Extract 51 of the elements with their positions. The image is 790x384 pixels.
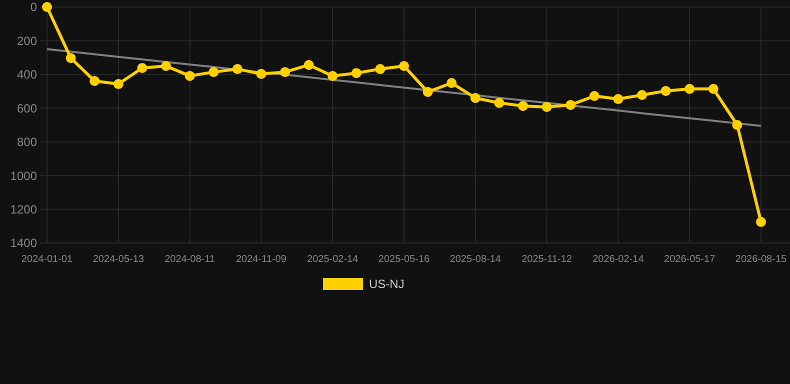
point (328, 70, 338, 81)
point (90, 76, 100, 86)
legend-label: US-NJ (369, 277, 404, 292)
point (256, 68, 266, 79)
y-tick-label: 400 (16, 68, 38, 82)
point (494, 98, 504, 108)
point (399, 61, 409, 71)
point (280, 67, 290, 78)
point (470, 93, 480, 104)
y-tick-label: 200 (16, 34, 38, 48)
y-tick-label: 1200 (10, 202, 38, 216)
x-tick-label: 2024-01-01 (21, 254, 74, 265)
point (351, 68, 362, 78)
x-tick-label: 2025-05-16 (378, 254, 430, 265)
x-tick-label: 2025-02-14 (307, 254, 359, 265)
x-tick-label: 2026-05-17 (664, 254, 716, 265)
point (732, 120, 742, 130)
point (42, 2, 52, 12)
point (660, 86, 671, 96)
x-tick-label: 2026-08-15 (735, 254, 788, 265)
y-tick-label: 1000 (10, 168, 38, 183)
point (684, 84, 695, 94)
point (637, 90, 647, 100)
point (566, 100, 576, 110)
point (756, 216, 766, 227)
x-tick-label: 2024-11-09 (236, 254, 287, 265)
x-tick-label: 2025-08-14 (450, 254, 502, 265)
point (161, 61, 171, 71)
point (304, 60, 314, 70)
x-tick-label: 2024-08-11 (164, 254, 216, 265)
point (542, 102, 552, 112)
point (518, 100, 528, 111)
point (232, 64, 242, 74)
point (375, 64, 386, 74)
point (137, 63, 148, 74)
point (613, 94, 624, 104)
y-tick-label: 0 (30, 0, 38, 14)
point (113, 79, 124, 90)
point (708, 84, 718, 94)
x-tick-label: 2026-02-14 (592, 254, 644, 265)
x-tick-label: 2024-05-13 (92, 254, 144, 265)
point (66, 53, 76, 64)
y-tick-label: 800 (16, 135, 38, 150)
point (446, 78, 457, 88)
x-tick-label: 2025-11-12 (522, 254, 572, 265)
point (422, 86, 433, 97)
point (589, 91, 600, 102)
point (208, 67, 219, 78)
y-tick-label: 1400 (10, 236, 38, 250)
point (184, 70, 195, 81)
y-tick-label: 600 (16, 101, 38, 116)
